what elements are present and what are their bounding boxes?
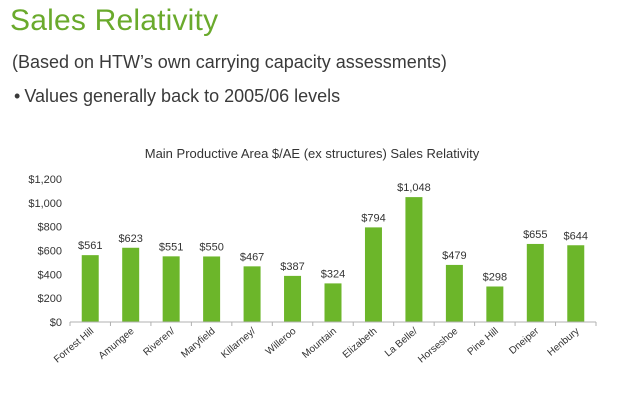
slide-title: Sales Relativity [10,4,219,37]
data-label: $644 [564,230,588,242]
data-label: $298 [483,271,507,283]
y-tick-label: $0 [50,317,62,329]
category-label: Killarney/ [219,326,258,361]
data-label: $550 [199,241,223,253]
category-label: Amungee [97,326,137,362]
category-label: Riveren/ [141,326,177,359]
category-label: Elizabeth [341,326,380,361]
category-label: Mountain [300,326,339,361]
data-label: $655 [523,229,547,241]
bullet-marker: • [14,86,21,106]
bar [405,197,423,322]
data-label: $623 [118,233,142,245]
bar [486,286,504,322]
y-tick-label: $800 [38,222,62,234]
bar [162,256,180,322]
bullet-text: Values generally back to 2005/06 levels [24,86,341,106]
chart-title: Main Productive Area $/AE (ex structures… [145,146,480,161]
category-label: Henbury [546,326,582,359]
y-tick-label: $200 [38,293,62,305]
slide-subtitle: (Based on HTW’s own carrying capacity as… [12,52,447,72]
category-label: Horseshoe [416,326,460,366]
category-label: Pine Hill [466,326,501,358]
category-label: La Belle/ [383,326,420,360]
data-label: $467 [240,251,264,263]
y-tick-label: $1,200 [28,174,62,186]
data-label: $794 [361,212,385,224]
bar [526,243,544,322]
bar [81,255,99,322]
category-label: Maryfield [179,326,217,361]
y-axis: $0 $200 $400 $600 $800 $1,000 $1,200 [28,174,62,329]
bar [243,266,261,322]
data-label: $479 [442,250,466,262]
category-label: Willeroo [264,326,299,358]
bar [445,264,463,322]
data-label: $551 [159,241,183,253]
bars: $561 $623 $551 $550 $467 $387 $324 $794 $1,048 $4… [78,182,588,322]
x-axis: Forrest Hill Amungee Riveren/Maryfield Kill… [52,321,597,366]
bar [567,245,585,322]
data-label: $561 [78,240,102,252]
data-label: $1,048 [397,182,431,194]
y-tick-label: $400 [38,269,62,281]
bar [364,227,382,322]
data-label: $324 [321,268,345,280]
bar [324,283,342,322]
y-tick-label: $600 [38,246,62,258]
data-label: $387 [280,261,304,273]
category-label: Forrest Hill [52,326,96,366]
bar [284,275,302,322]
bar [203,256,221,322]
category-label: Dneiper [507,325,541,356]
bar [122,247,140,322]
y-tick-label: $1,000 [28,198,62,210]
slide-bullet: • Values generally back to 2005/06 levels [14,86,340,107]
